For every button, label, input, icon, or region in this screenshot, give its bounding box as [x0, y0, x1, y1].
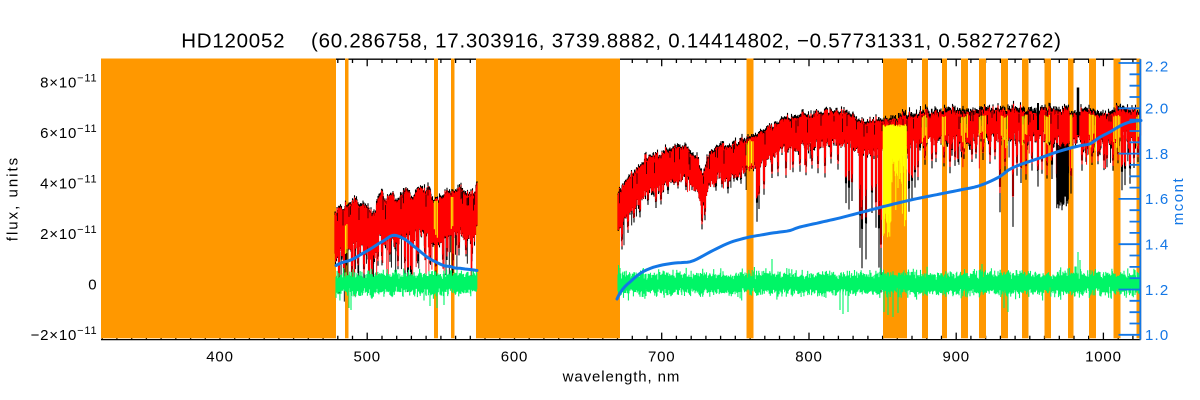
svg-text:wavelength, nm: wavelength, nm: [562, 369, 681, 386]
svg-text:400: 400: [206, 349, 233, 366]
svg-text:700: 700: [648, 349, 675, 366]
svg-text:HD120052 (60.286758, 17.303: HD120052 (60.286758, 17.303916, 3739.888…: [181, 30, 1062, 53]
svg-text:1000: 1000: [1085, 349, 1122, 366]
svg-text:600: 600: [501, 349, 528, 366]
svg-text:1.8: 1.8: [1145, 146, 1169, 163]
svg-text:flux, units: flux, units: [5, 156, 22, 241]
svg-text:2.2: 2.2: [1145, 58, 1169, 75]
svg-text:1.6: 1.6: [1145, 191, 1169, 208]
svg-text:1.4: 1.4: [1145, 237, 1169, 254]
svg-text:900: 900: [942, 349, 969, 366]
svg-text:1.0: 1.0: [1145, 327, 1169, 344]
svg-text:mcont: mcont: [1170, 177, 1187, 225]
svg-text:500: 500: [354, 349, 381, 366]
svg-text:1.2: 1.2: [1145, 282, 1169, 299]
svg-text:2.0: 2.0: [1145, 101, 1169, 118]
svg-text:0: 0: [88, 276, 97, 293]
svg-text:800: 800: [795, 349, 822, 366]
